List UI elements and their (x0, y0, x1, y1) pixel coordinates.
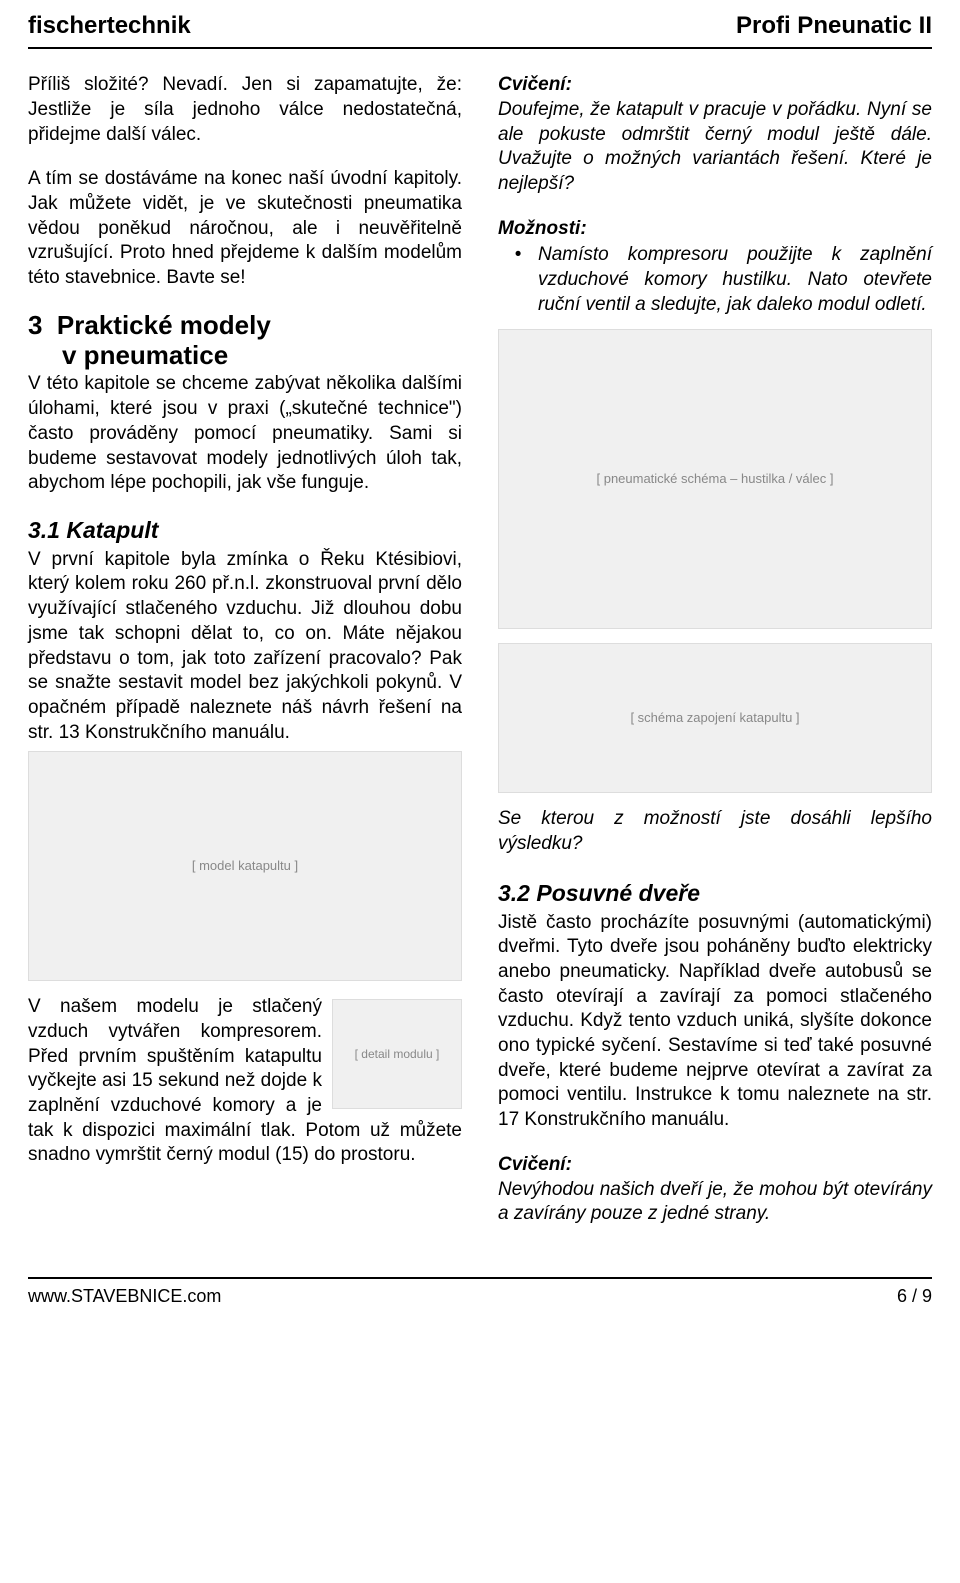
exercise-1-text: Doufejme, že katapult v pracuje v pořádk… (498, 99, 932, 194)
pump-diagram-image: [ pneumatické schéma – hustilka / válec … (498, 329, 932, 629)
option-1-text: Namísto kompresoru použijte k zaplnění v… (538, 243, 932, 317)
exercise-1: Cvičení: Doufejme, že katapult v pracuje… (498, 73, 932, 196)
section-3-title-line2: v pneumatice (28, 341, 462, 371)
catapult-model-image: [ model katapultu ] (28, 751, 462, 981)
catapult-wiring-image: [ schéma zapojení katapultu ] (498, 643, 932, 793)
header-right: Profi Pneunatic II (736, 10, 932, 41)
catapult-usage-block: [ detail modulu ] V našem modelu je stla… (28, 995, 462, 1168)
subsection-3-2-heading: 3.2 Posuvné dveře (498, 879, 932, 909)
exercise-1-label: Cvičení: (498, 74, 572, 95)
header-left: fischertechnik (28, 10, 191, 41)
option-bullet-1: • Namísto kompresoru použijte k zaplnění… (498, 243, 932, 317)
exercise-2-label: Cvičení: (498, 1154, 572, 1175)
sliding-door-para: Jistě často procházíte posuvnými (automa… (498, 911, 932, 1133)
bullet-icon: • (498, 243, 538, 317)
section-3-title-line1: Praktické modely (57, 310, 271, 340)
page-header: fischertechnik Profi Pneunatic II (28, 0, 932, 49)
result-question: Se kterou z možností jste dosáhli lepšíh… (498, 807, 932, 856)
footer-left: www.STAVEBNICE.com (28, 1285, 221, 1308)
module-detail-image: [ detail modulu ] (332, 999, 462, 1109)
options-label: Možnosti: (498, 217, 932, 242)
intro-para-2: A tím se dostáváme na konec naší úvodní … (28, 167, 462, 290)
diagram-placeholder-3: [ model katapultu ] (192, 858, 298, 875)
footer-right: 6 / 9 (897, 1285, 932, 1308)
section-3-intro: V této kapitole se chceme zabývat několi… (28, 372, 462, 495)
section-3-number: 3 (28, 310, 42, 340)
exercise-2: Cvičení: Nevýhodou našich dveří je, že m… (498, 1153, 932, 1227)
diagram-placeholder-1: [ pneumatické schéma – hustilka / válec … (596, 471, 833, 488)
exercise-2-text: Nevýhodou našich dveří je, že mohou být … (498, 1179, 932, 1225)
intro-para-1: Příliš složité? Nevadí. Jen si zapamatuj… (28, 73, 462, 147)
diagram-placeholder-4: [ detail modulu ] (355, 1047, 440, 1063)
katapult-para: V první kapitole byla zmínka o Řeku Ktés… (28, 548, 462, 746)
subsection-3-1-heading: 3.1 Katapult (28, 516, 462, 546)
section-3-heading: 3 Praktické modely v pneumatice (28, 311, 462, 371)
page-footer: www.STAVEBNICE.com 6 / 9 (28, 1277, 932, 1326)
right-column: Cvičení: Doufejme, že katapult v pracuje… (498, 73, 932, 1247)
left-column: Příliš složité? Nevadí. Jen si zapamatuj… (28, 73, 462, 1247)
diagram-placeholder-2: [ schéma zapojení katapultu ] (630, 710, 799, 727)
content-columns: Příliš složité? Nevadí. Jen si zapamatuj… (28, 73, 932, 1247)
